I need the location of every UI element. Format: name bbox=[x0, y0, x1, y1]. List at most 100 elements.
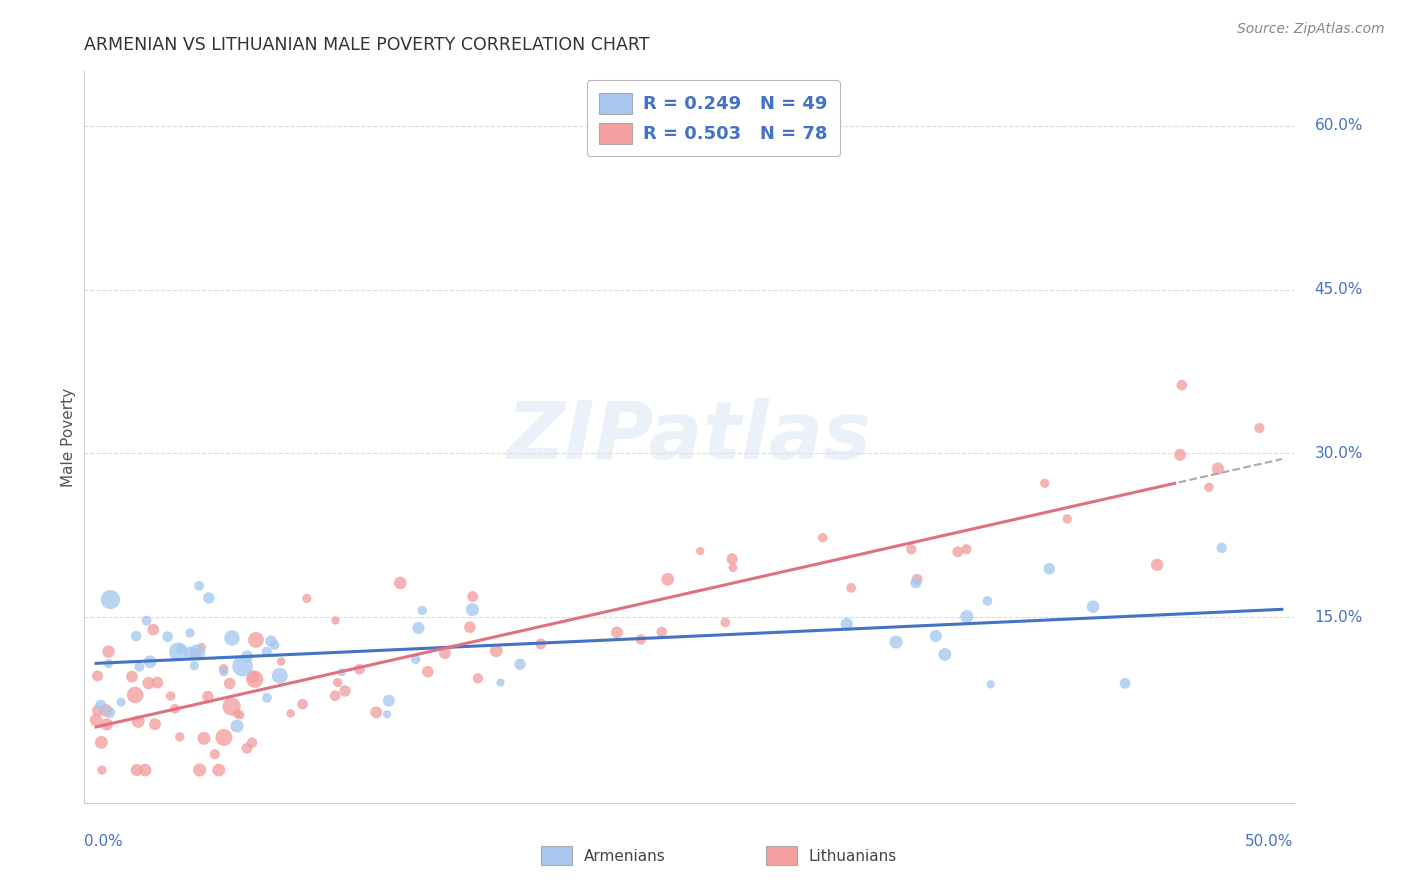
Point bbox=[489, 675, 512, 690]
Point bbox=[86, 703, 108, 717]
Point bbox=[485, 643, 508, 657]
Point bbox=[228, 707, 250, 722]
Point bbox=[98, 706, 121, 720]
Point bbox=[236, 649, 259, 664]
Point bbox=[135, 614, 157, 628]
Point bbox=[186, 647, 208, 661]
Point bbox=[1081, 599, 1104, 614]
Point bbox=[811, 531, 834, 545]
Point bbox=[208, 763, 231, 777]
Point bbox=[416, 665, 439, 679]
Point bbox=[179, 646, 201, 660]
Point bbox=[204, 747, 226, 762]
Point bbox=[1168, 448, 1191, 462]
Point bbox=[156, 630, 179, 644]
Point bbox=[461, 590, 484, 604]
Text: 0.0%: 0.0% bbox=[84, 834, 124, 849]
Point bbox=[100, 592, 122, 607]
Point bbox=[138, 676, 160, 690]
Legend: R = 0.249   N = 49, R = 0.503   N = 78: R = 0.249 N = 49, R = 0.503 N = 78 bbox=[586, 80, 839, 156]
Point bbox=[125, 763, 148, 777]
Point bbox=[245, 632, 267, 647]
Point bbox=[509, 657, 531, 672]
Point bbox=[925, 629, 948, 643]
Point bbox=[212, 665, 235, 679]
Text: 15.0%: 15.0% bbox=[1315, 610, 1362, 624]
Point bbox=[186, 645, 208, 659]
Point bbox=[714, 615, 737, 630]
Point bbox=[366, 706, 388, 720]
Text: 30.0%: 30.0% bbox=[1315, 446, 1362, 461]
Text: Source: ZipAtlas.com: Source: ZipAtlas.com bbox=[1237, 22, 1385, 37]
Point bbox=[1198, 480, 1220, 494]
Point bbox=[270, 655, 292, 669]
Point bbox=[946, 545, 969, 559]
Point bbox=[226, 719, 249, 733]
Point bbox=[411, 603, 433, 617]
Point bbox=[326, 675, 349, 690]
Point bbox=[657, 572, 679, 586]
Text: 45.0%: 45.0% bbox=[1315, 282, 1362, 297]
Point bbox=[904, 575, 927, 590]
Point bbox=[167, 645, 190, 659]
Point bbox=[1211, 541, 1233, 555]
Point bbox=[1038, 562, 1060, 576]
Point bbox=[139, 655, 162, 669]
Point bbox=[461, 602, 484, 616]
Point bbox=[721, 560, 744, 574]
Point bbox=[884, 635, 907, 649]
Point bbox=[256, 645, 278, 659]
Point bbox=[170, 641, 193, 656]
Y-axis label: Male Poverty: Male Poverty bbox=[60, 387, 76, 487]
Point bbox=[389, 576, 412, 591]
Point bbox=[90, 735, 112, 749]
Point bbox=[260, 634, 283, 648]
Point bbox=[240, 735, 263, 749]
Point bbox=[721, 552, 744, 566]
Point bbox=[325, 614, 347, 628]
Point bbox=[291, 697, 314, 711]
Point bbox=[269, 669, 291, 683]
Point bbox=[232, 659, 254, 673]
Text: Lithuanians: Lithuanians bbox=[808, 849, 897, 863]
Point bbox=[900, 542, 922, 557]
Point bbox=[263, 638, 285, 652]
Point bbox=[835, 616, 858, 631]
Point bbox=[606, 625, 628, 640]
Point bbox=[1114, 676, 1136, 690]
Point bbox=[179, 626, 201, 640]
Point bbox=[159, 689, 181, 703]
Point bbox=[905, 572, 928, 586]
Point bbox=[1171, 378, 1194, 392]
Point bbox=[280, 706, 302, 721]
Point bbox=[125, 629, 148, 643]
Text: ARMENIAN VS LITHUANIAN MALE POVERTY CORRELATION CHART: ARMENIAN VS LITHUANIAN MALE POVERTY CORR… bbox=[84, 36, 650, 54]
Point bbox=[630, 632, 652, 647]
Point bbox=[839, 581, 862, 595]
Point bbox=[188, 579, 211, 593]
Point bbox=[221, 699, 243, 714]
Point bbox=[84, 713, 107, 727]
Point bbox=[212, 662, 235, 676]
Point bbox=[1206, 461, 1229, 475]
Point bbox=[169, 730, 191, 744]
Point bbox=[651, 625, 673, 640]
Point bbox=[142, 623, 165, 637]
Point bbox=[110, 695, 132, 709]
Text: 50.0%: 50.0% bbox=[1246, 834, 1294, 849]
Point bbox=[330, 665, 353, 680]
Point bbox=[976, 594, 998, 608]
Point bbox=[242, 670, 264, 684]
Point bbox=[86, 669, 108, 683]
Point bbox=[90, 763, 112, 777]
Point bbox=[405, 652, 427, 666]
Point bbox=[97, 645, 120, 659]
Point bbox=[1249, 421, 1271, 435]
Point bbox=[127, 714, 149, 729]
Point bbox=[121, 670, 143, 684]
Point bbox=[198, 591, 221, 605]
Point bbox=[134, 763, 156, 777]
Point bbox=[226, 706, 249, 721]
Point bbox=[378, 693, 401, 707]
Text: 60.0%: 60.0% bbox=[1315, 119, 1362, 134]
